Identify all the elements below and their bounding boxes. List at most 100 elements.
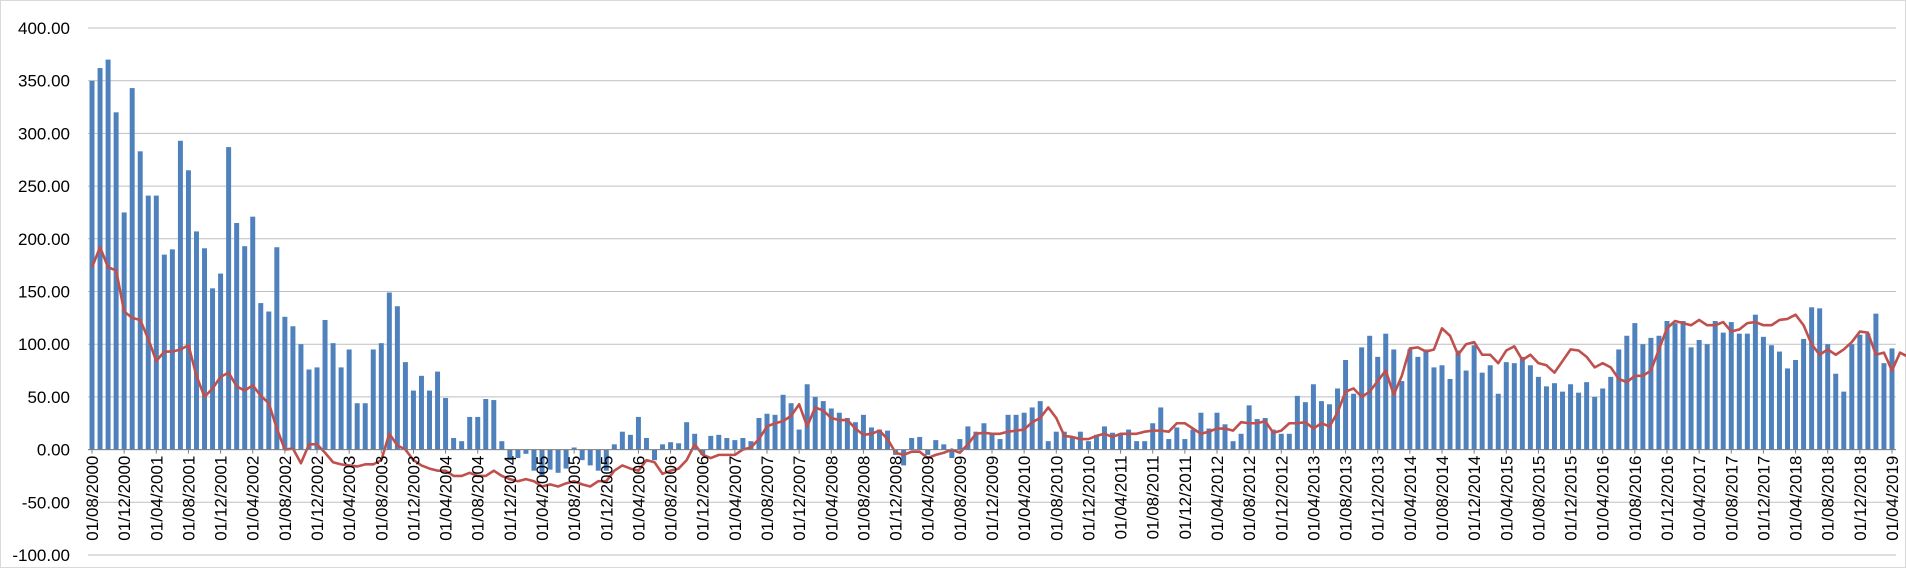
bar [1455,350,1461,450]
x-tick-label: 01/12/2013 [1369,456,1388,541]
x-tick-label: 01/04/2008 [822,456,841,541]
bar [1134,441,1140,450]
x-tick-label: 01/08/2006 [662,456,681,541]
x-tick-label: 01/04/2003 [340,456,359,541]
x-tick-label: 01/08/2018 [1819,456,1838,541]
bar [555,449,561,473]
bar [692,433,698,450]
x-tick-label: 01/04/2018 [1787,456,1806,541]
bar [193,231,199,450]
bar [949,449,955,459]
x-tick-label: 01/08/2015 [1529,456,1548,541]
bar [1093,434,1099,450]
bar [901,449,907,466]
bar [1752,314,1758,450]
x-tick-label: 01/08/2011 [1144,456,1163,540]
y-axis-tick-labels: 400.00 350.00 300.00 250.00 200.00 150.00 100.… [12,19,70,565]
bar [643,438,649,450]
bar [1568,384,1574,450]
bar [796,429,802,450]
bar [1785,368,1791,450]
bar [1873,313,1879,450]
x-tick-label: 01/12/2010 [1079,456,1098,541]
bar [1720,332,1726,450]
x-tick-label: 01/12/2005 [597,456,616,541]
bar [587,449,593,466]
bar [427,390,432,450]
x-tick-label: 01/04/2011 [1112,456,1131,540]
bar [909,438,915,450]
x-tick-label: 01/08/2009 [951,456,970,541]
x-tick-label: 01/12/2015 [1562,456,1581,541]
bar [1463,370,1469,450]
bar [1776,351,1782,450]
bar [1069,438,1075,450]
bar [1841,391,1847,450]
bar [1511,363,1517,450]
x-tick-label: 01/12/2011 [1176,456,1195,540]
bar [1439,365,1445,450]
bar [1624,335,1630,450]
x-tick-label: 01/12/2014 [1465,456,1484,541]
bar [804,384,810,450]
bar [338,367,344,450]
bar [844,417,850,450]
x-tick-label: 01/12/2003 [404,456,423,541]
bar [467,416,473,450]
x-tick-label: 01/08/2004 [469,456,488,541]
bar [1712,321,1718,450]
bar [1150,423,1156,450]
bar [732,440,738,450]
bar [443,397,449,450]
bar [1302,402,1308,450]
bar [1680,321,1686,450]
x-tick-label: 01/12/2009 [983,456,1002,541]
bar [1833,373,1839,450]
bar [635,416,641,450]
bar [1592,396,1598,450]
bar [1519,356,1525,450]
bar [1857,334,1863,450]
bar [708,435,714,450]
bar [330,343,336,450]
bar [97,68,103,450]
bar [386,292,392,450]
bar [1825,344,1831,450]
x-tick-label: 01/08/2005 [565,456,584,541]
bar [1600,388,1606,450]
bar [788,403,794,450]
x-tick-label: 01/08/2008 [854,456,873,541]
bar [1335,388,1341,450]
bar [724,438,730,450]
x-tick-label: 01/04/2002 [244,456,263,541]
bar [394,306,400,450]
bar [860,414,866,450]
bar [1102,426,1107,450]
bar [941,444,947,450]
bar [812,396,818,450]
bar [274,247,280,450]
x-tick-label: 01/08/2017 [1722,456,1741,541]
bar [1222,424,1228,450]
bar [1576,392,1582,450]
bar [1809,307,1815,450]
x-tick-label: 01/04/2014 [1401,456,1420,541]
bar [1760,336,1766,450]
bar [1029,407,1035,450]
bar [1375,356,1381,450]
bar [740,438,746,450]
bar [1704,344,1710,450]
bar [169,249,175,450]
bar [1543,386,1549,450]
bar [619,431,625,450]
bar [153,195,159,450]
bar [1849,344,1855,450]
bar [973,431,979,450]
bar [756,417,762,450]
y-tick-label: 150.00 [18,283,70,302]
bar [1158,407,1164,450]
bar [137,151,143,450]
bar [306,369,312,450]
x-tick-label: 01/08/2000 [83,456,102,541]
